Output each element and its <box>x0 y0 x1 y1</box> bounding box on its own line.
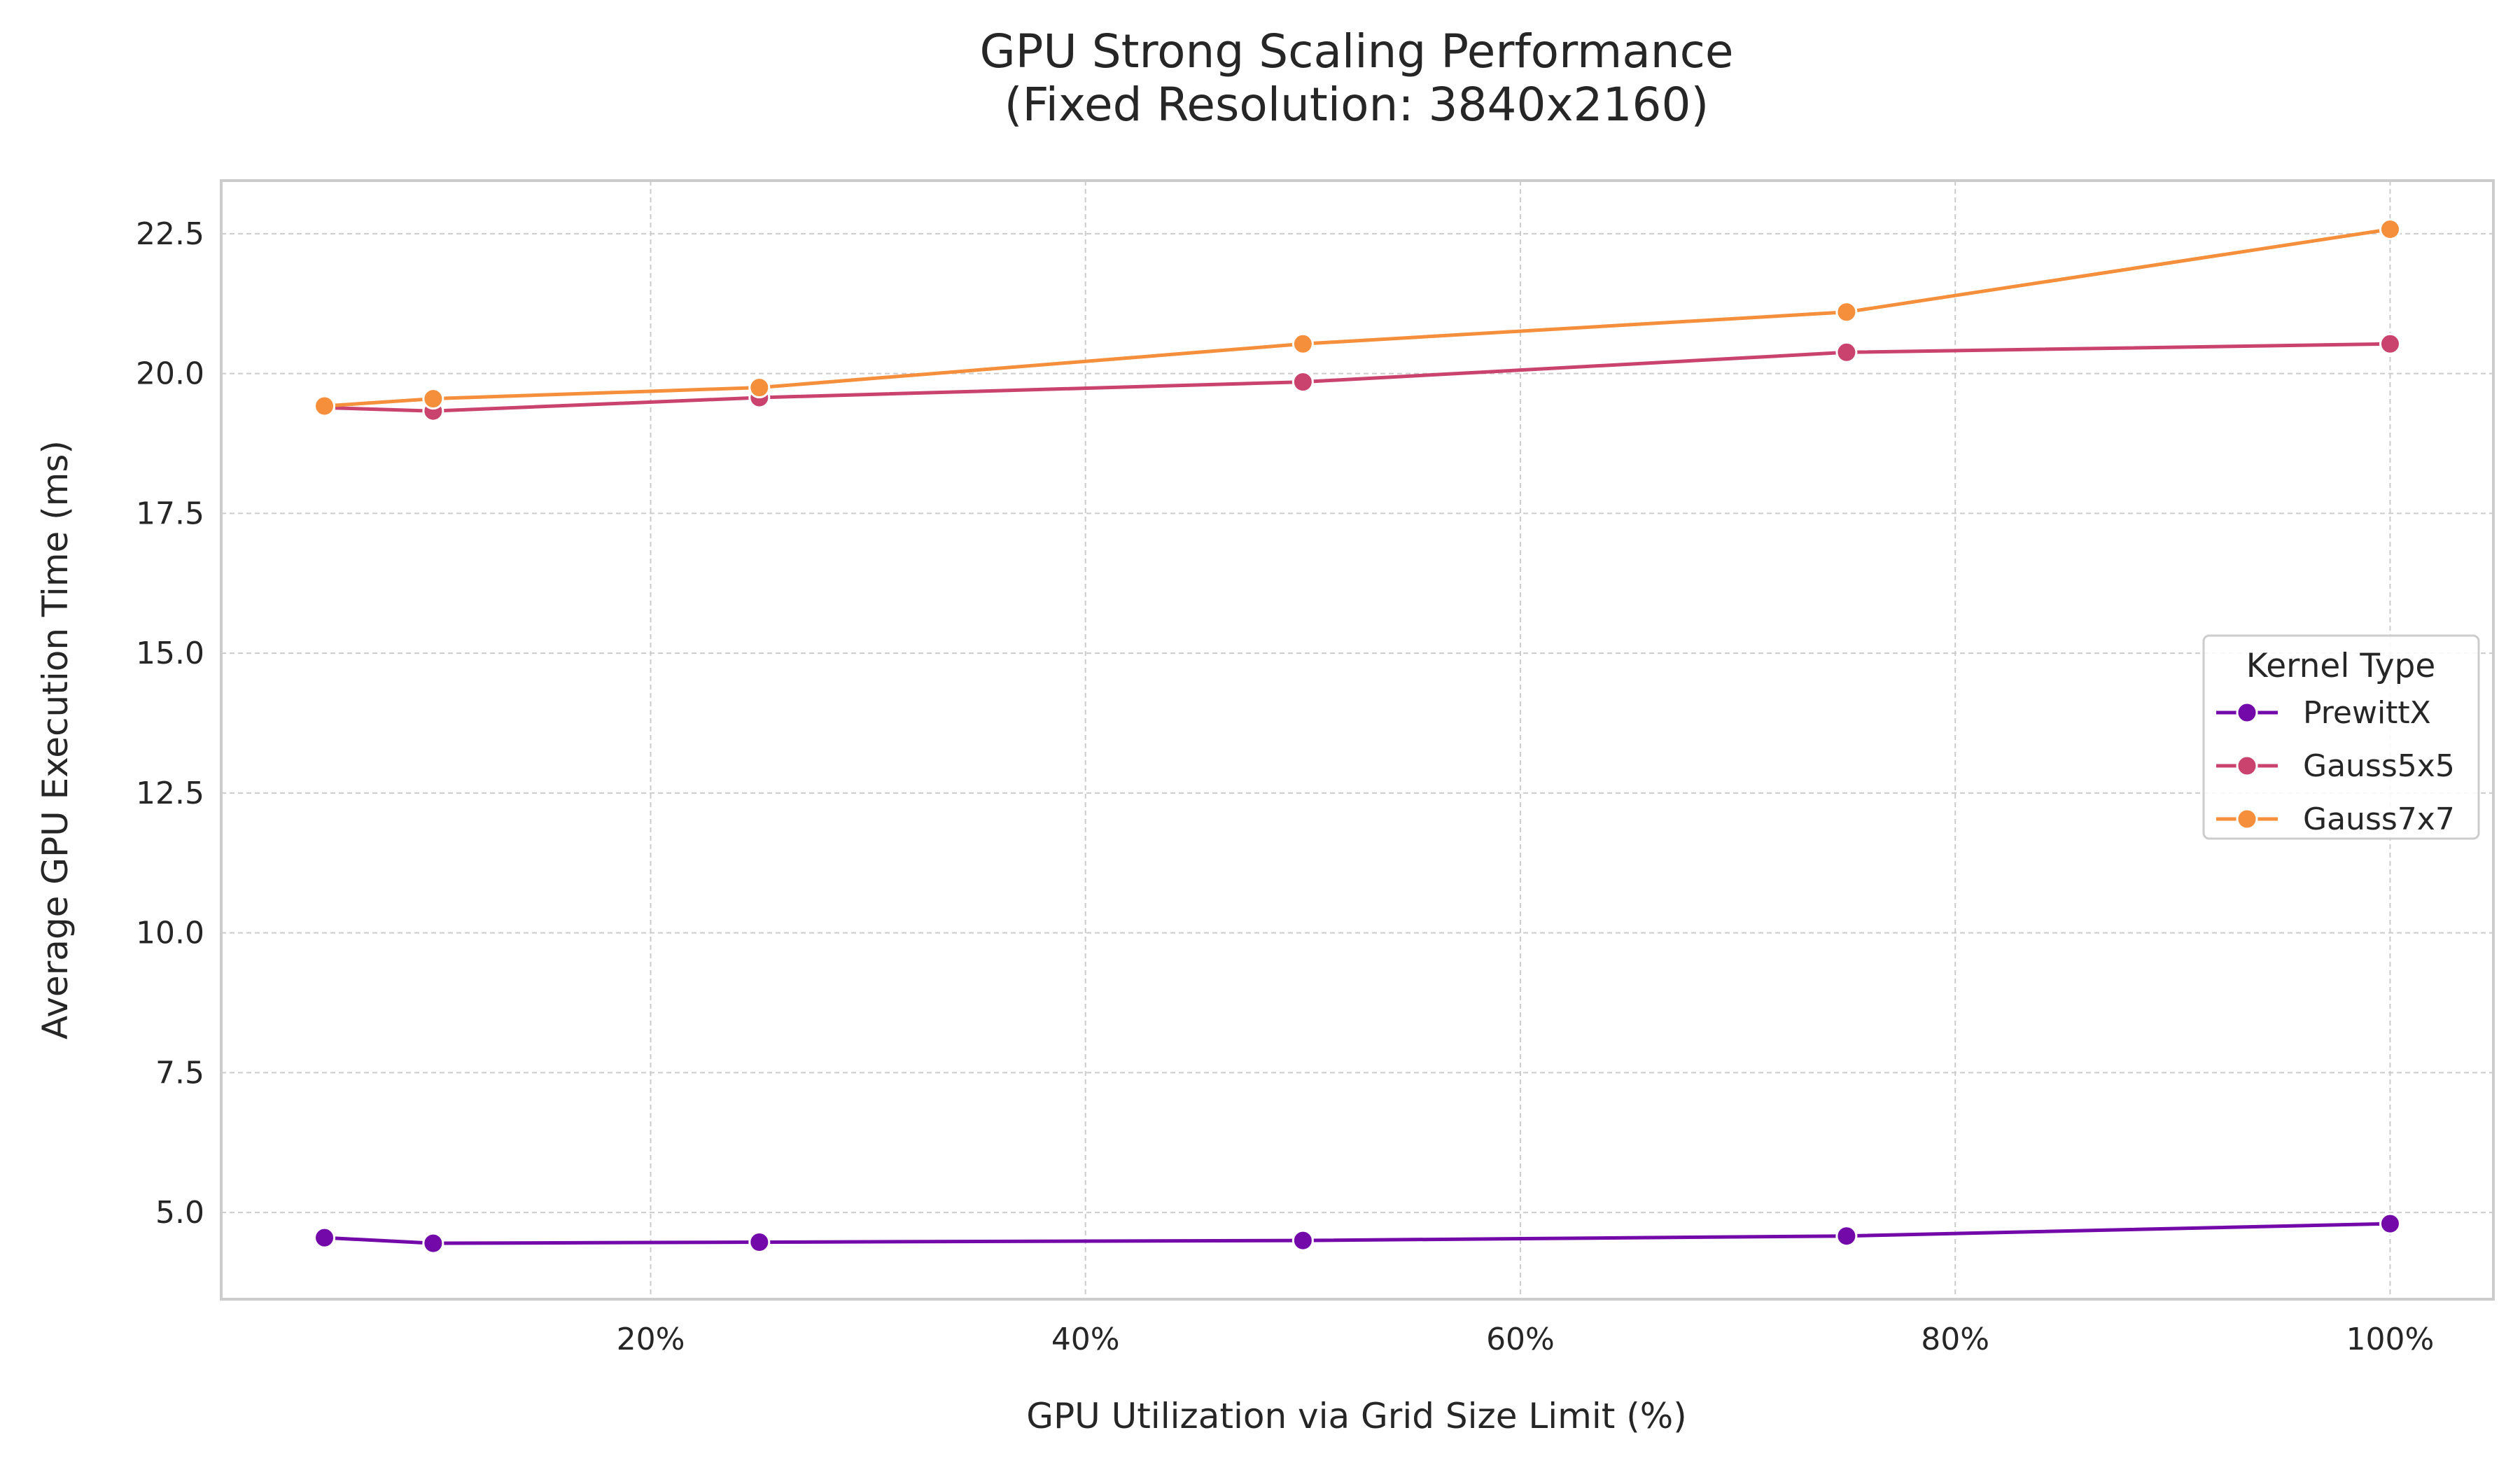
legend-box <box>2202 634 2480 840</box>
data-point-gauss7x7 <box>748 377 771 399</box>
series-prewittx <box>314 1212 2401 1254</box>
data-point-prewittx <box>422 1232 444 1254</box>
data-point-prewittx <box>748 1231 771 1254</box>
series-line-gauss5x5 <box>323 342 2392 413</box>
x-tick-label: 60% <box>1486 1322 1555 1357</box>
series-gauss7x7 <box>314 218 2401 417</box>
y-axis-label: Average GPU Execution Time (ms) <box>35 440 76 1040</box>
data-point-gauss7x7 <box>422 388 444 410</box>
legend-item-gauss7x7: Gauss7x7 <box>2216 802 2455 837</box>
data-point-prewittx <box>2379 1212 2401 1235</box>
series-gauss5x5 <box>314 332 2401 422</box>
y-tick-label: 20.0 <box>136 356 204 392</box>
legend-item-gauss5x5: Gauss5x5 <box>2216 748 2455 784</box>
chart-title-line-2: (Fixed Resolution: 3840x2160) <box>1004 78 1709 132</box>
legend-title: Kernel Type <box>2246 647 2436 685</box>
data-point-gauss5x5 <box>2379 332 2401 355</box>
y-tick-label: 7.5 <box>155 1055 204 1091</box>
series-layer <box>314 218 2401 1254</box>
y-tick-label: 10.0 <box>136 916 204 951</box>
data-point-prewittx <box>1292 1229 1314 1252</box>
data-point-gauss7x7 <box>314 395 336 417</box>
series-line-prewittx <box>323 1222 2392 1245</box>
x-tick-label: 20% <box>617 1322 685 1357</box>
plot-frame <box>220 179 2495 1301</box>
data-point-gauss5x5 <box>1292 371 1314 393</box>
chart-title-line-1: GPU Strong Scaling Performance <box>979 24 1733 78</box>
x-tick-label: 80% <box>1921 1322 1989 1357</box>
x-tick-label: 40% <box>1051 1322 1120 1357</box>
legend-item-prewittx: PrewittX <box>2216 695 2431 731</box>
data-point-gauss7x7 <box>2379 218 2401 241</box>
legend-label-prewittx: PrewittX <box>2303 695 2431 731</box>
data-point-prewittx <box>314 1226 336 1249</box>
y-tick-label: 17.5 <box>136 496 204 531</box>
x-tick-label: 100% <box>2346 1322 2435 1357</box>
y-tick-label: 22.5 <box>136 216 204 252</box>
legend-marker-gauss5x5 <box>2236 755 2258 777</box>
y-tick-label: 15.0 <box>136 636 204 671</box>
y-tick-label: 5.0 <box>155 1195 204 1231</box>
legend: Kernel Type PrewittX Gauss5x5 Gauss7x7 <box>2202 634 2480 840</box>
legend-label-gauss5x5: Gauss5x5 <box>2303 748 2455 784</box>
legend-marker-gauss7x7 <box>2236 808 2258 830</box>
y-tick-label: 12.5 <box>136 776 204 811</box>
tick-labels: 5.0 7.5 10.0 12.5 15.0 17.5 20.0 22.5 20% 40% 60% 8… <box>136 216 2434 1357</box>
data-point-gauss7x7 <box>1835 301 1858 323</box>
data-point-prewittx <box>1835 1225 1858 1247</box>
data-point-gauss5x5 <box>1835 341 1858 363</box>
legend-label-gauss7x7: Gauss7x7 <box>2303 802 2455 837</box>
legend-marker-prewittx <box>2236 701 2258 724</box>
data-point-gauss7x7 <box>1292 332 1314 355</box>
x-axis-label: GPU Utilization via Grid Size Limit (%) <box>1026 1396 1687 1436</box>
series-line-gauss7x7 <box>323 227 2392 408</box>
